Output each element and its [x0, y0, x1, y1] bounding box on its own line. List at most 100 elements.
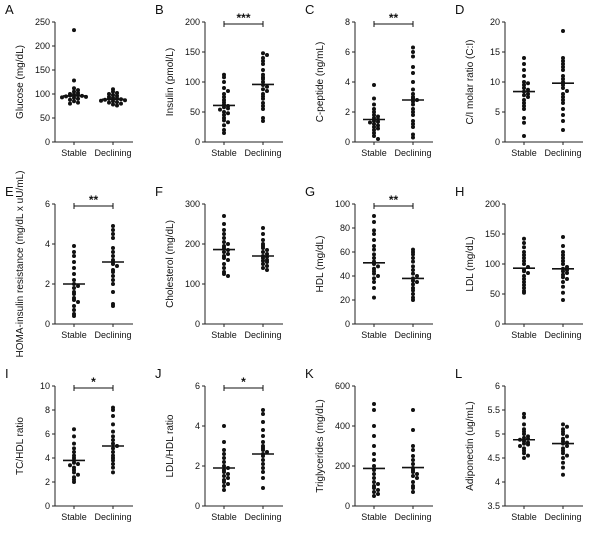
- data-point: [376, 482, 380, 486]
- data-point: [107, 92, 111, 96]
- y-tick-label: 0: [495, 137, 500, 147]
- data-point: [561, 253, 565, 257]
- data-point: [111, 92, 115, 97]
- data-point: [372, 286, 376, 290]
- significance-label: **: [89, 193, 99, 207]
- y-axis-label: Insulin (pmol/L): [165, 48, 176, 116]
- panel-letter: E: [5, 184, 14, 199]
- y-tick-label: 6: [45, 199, 50, 209]
- data-point: [522, 236, 526, 241]
- y-tick-label: 6: [345, 47, 350, 57]
- y-tick-label: 0: [45, 137, 50, 147]
- y-tick-label: 100: [335, 199, 350, 209]
- data-point: [222, 110, 226, 114]
- data-point: [372, 128, 376, 132]
- data-point: [261, 119, 265, 123]
- data-point: [261, 454, 265, 458]
- data-point: [372, 125, 376, 129]
- y-tick-label: 0: [345, 137, 350, 147]
- data-point: [522, 62, 526, 66]
- y-tick-label: 50: [40, 113, 50, 123]
- data-point: [522, 435, 526, 440]
- data-point: [265, 268, 269, 272]
- data-point: [372, 238, 376, 242]
- y-tick-label: 50: [490, 289, 500, 299]
- data-point: [561, 422, 565, 427]
- data-point: [72, 460, 76, 465]
- data-point: [561, 56, 565, 60]
- data-point: [261, 59, 265, 63]
- data-point: [111, 434, 115, 439]
- data-point: [72, 250, 76, 254]
- data-point: [411, 54, 415, 59]
- data-point: [411, 87, 415, 92]
- y-tick-label: 600: [335, 381, 350, 391]
- data-point: [222, 470, 226, 474]
- data-point: [561, 284, 565, 289]
- panel-d: D 0 5 10 15 20 C/I molar ratio (C:I) Stable Decl…: [455, 2, 583, 158]
- y-tick-label: 2: [45, 477, 50, 487]
- data-point: [561, 250, 565, 254]
- data-point: [76, 462, 80, 466]
- data-point: [111, 414, 115, 418]
- data-point: [261, 448, 265, 452]
- data-point: [372, 424, 376, 428]
- data-point: [72, 272, 76, 276]
- data-point: [111, 282, 115, 286]
- data-point: [72, 244, 76, 248]
- y-tick-label: 4: [345, 77, 350, 87]
- y-tick-label: 100: [35, 89, 50, 99]
- data-point: [561, 465, 565, 470]
- data-point: [415, 274, 419, 278]
- data-point: [372, 83, 376, 87]
- data-point: [565, 434, 569, 439]
- data-point: [76, 300, 80, 304]
- x-tick-label: Declining: [544, 148, 581, 158]
- data-point: [522, 274, 526, 278]
- data-point: [218, 107, 222, 112]
- data-point: [561, 107, 565, 111]
- data-point: [111, 429, 115, 434]
- data-point: [561, 460, 565, 465]
- x-tick-label: Declining: [94, 512, 131, 522]
- data-point: [411, 102, 415, 107]
- data-point: [522, 411, 526, 416]
- data-point: [522, 269, 526, 274]
- data-point: [561, 244, 565, 248]
- data-point: [518, 444, 522, 448]
- data-point: [372, 271, 376, 276]
- data-point: [222, 250, 226, 254]
- data-point: [565, 444, 569, 448]
- data-point: [411, 252, 415, 257]
- data-point: [111, 408, 115, 412]
- data-point: [372, 232, 376, 236]
- y-tick-label: 40: [340, 271, 350, 281]
- data-point: [261, 104, 265, 108]
- panel-letter: G: [305, 184, 315, 199]
- data-point: [376, 119, 380, 124]
- data-point: [372, 480, 376, 484]
- x-tick-label: Declining: [94, 330, 131, 340]
- data-point: [111, 446, 115, 451]
- data-point: [111, 462, 115, 466]
- data-point: [372, 244, 376, 248]
- data-point: [261, 116, 265, 120]
- data-point: [526, 442, 530, 447]
- data-point: [372, 276, 376, 281]
- data-point: [372, 107, 376, 111]
- x-tick-label: Declining: [544, 512, 581, 522]
- data-point: [561, 259, 565, 263]
- data-point: [111, 102, 115, 107]
- data-point: [72, 446, 76, 451]
- data-point: [222, 456, 226, 460]
- data-point: [226, 120, 230, 125]
- data-point: [72, 427, 76, 432]
- data-point: [72, 470, 76, 475]
- data-point: [261, 87, 265, 92]
- data-point: [372, 476, 376, 480]
- data-point: [372, 464, 376, 468]
- data-point: [115, 103, 119, 108]
- data-point: [415, 472, 419, 476]
- data-point: [222, 240, 226, 244]
- data-point: [72, 86, 76, 91]
